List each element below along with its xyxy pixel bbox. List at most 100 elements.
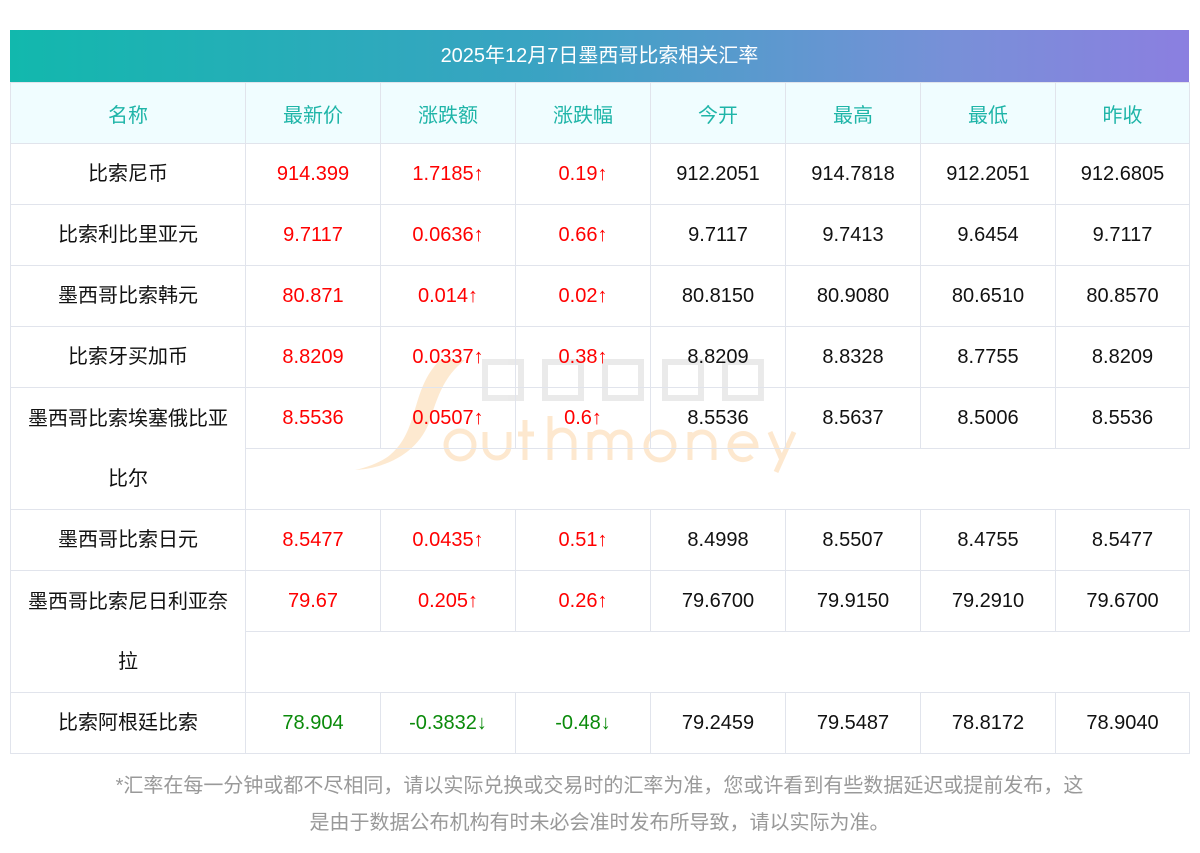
pct-cell: 0.6↑ — [515, 387, 651, 449]
currency-name-line: 墨西哥比索埃塞俄比亚 — [28, 407, 228, 430]
table-header-row: 名称 最新价 涨跌额 涨跌幅 今开 最高 最低 昨收 — [10, 82, 1190, 144]
table-row: 墨西哥比索尼日利亚奈拉 79.67 0.205↑ 0.26↑ 79.6700 79.915… — [10, 570, 1190, 693]
change-cell: -0.3832↓ — [380, 692, 516, 754]
currency-name: 比索尼币 — [10, 143, 246, 205]
high-cell: 8.5507 — [785, 509, 921, 571]
column-header: 最新价 — [245, 82, 381, 144]
disclaimer-line-1: *汇率在每一分钟或都不尽相同，请以实际兑换或交易时的汇率为准，您或许看到有些数据… — [115, 775, 1084, 797]
prev-cell: 8.5536 — [1055, 387, 1190, 449]
disclaimer: *汇率在每一分钟或都不尽相同，请以实际兑换或交易时的汇率为准，您或许看到有些数据… — [10, 768, 1189, 842]
pct-cell: 0.26↑ — [515, 570, 651, 632]
rate-table: 名称 最新价 涨跌额 涨跌幅 今开 最高 最低 昨收 比索尼币 914.399 1.7185↑ 0.… — [10, 82, 1190, 754]
currency-name: 墨西哥比索日元 — [10, 509, 246, 571]
change-cell: 0.0636↑ — [380, 204, 516, 266]
currency-name-line: 比索阿根廷比索 — [58, 712, 198, 734]
low-cell: 9.6454 — [920, 204, 1056, 266]
low-cell: 79.2910 — [920, 570, 1056, 632]
open-cell: 8.4998 — [650, 509, 786, 571]
disclaimer-line-2: 是由于数据公布机构有时未必会准时发布所导致，请以实际为准。 — [309, 812, 890, 834]
pct-cell: 0.38↑ — [515, 326, 651, 388]
high-cell: 914.7818 — [785, 143, 921, 205]
change-cell: 1.7185↑ — [380, 143, 516, 205]
empty-cell — [245, 448, 1190, 510]
rate-table-container: 2025年12月7日墨西哥比索相关汇率 名称 最新价 涨跌额 涨跌幅 今开 最高 最低 昨收 … — [10, 30, 1190, 754]
open-cell: 79.2459 — [650, 692, 786, 754]
prev-cell: 79.6700 — [1055, 570, 1190, 632]
change-cell: 0.0507↑ — [380, 387, 516, 449]
prev-cell: 78.9040 — [1055, 692, 1190, 754]
high-cell: 79.9150 — [785, 570, 921, 632]
column-header: 涨跌额 — [380, 82, 516, 144]
latest-cell: 79.67 — [245, 570, 381, 632]
currency-name-line: 比索尼币 — [88, 163, 168, 185]
open-cell: 8.5536 — [650, 387, 786, 449]
currency-name: 墨西哥比索尼日利亚奈拉 — [10, 570, 246, 693]
pct-cell: -0.48↓ — [515, 692, 651, 754]
currency-name: 墨西哥比索埃塞俄比亚 比尔 — [10, 387, 246, 510]
open-cell: 912.2051 — [650, 143, 786, 205]
currency-name: 比索利比里亚元 — [10, 204, 246, 266]
table-row: 墨西哥比索日元 8.5477 0.0435↑ 0.51↑ 8.4998 8.5507 8.4… — [10, 509, 1190, 571]
prev-cell: 8.5477 — [1055, 509, 1190, 571]
high-cell: 9.7413 — [785, 204, 921, 266]
low-cell: 912.2051 — [920, 143, 1056, 205]
currency-name-line: 墨西哥比索尼日利亚奈 — [28, 590, 228, 613]
currency-name-line: 墨西哥比索日元 — [58, 529, 198, 551]
currency-name-line: 拉 — [118, 650, 138, 673]
pct-cell: 0.02↑ — [515, 265, 651, 327]
table-row: 比索利比里亚元 9.7117 0.0636↑ 0.66↑ 9.7117 9.7413 9.6… — [10, 204, 1190, 266]
change-cell: 0.0337↑ — [380, 326, 516, 388]
table-row: 比索牙买加币 8.8209 0.0337↑ 0.38↑ 8.8209 8.8328 8.77… — [10, 326, 1190, 388]
high-cell: 8.5637 — [785, 387, 921, 449]
prev-cell: 912.6805 — [1055, 143, 1190, 205]
pct-cell: 0.66↑ — [515, 204, 651, 266]
currency-name-line: 比索利比里亚元 — [58, 224, 198, 246]
currency-name-line: 比尔 — [108, 467, 148, 490]
low-cell: 80.6510 — [920, 265, 1056, 327]
low-cell: 8.4755 — [920, 509, 1056, 571]
change-cell: 0.014↑ — [380, 265, 516, 327]
open-cell: 8.8209 — [650, 326, 786, 388]
open-cell: 9.7117 — [650, 204, 786, 266]
table-row-continuation — [11, 631, 1190, 693]
latest-cell: 914.399 — [245, 143, 381, 205]
column-header: 涨跌幅 — [515, 82, 651, 144]
high-cell: 79.5487 — [785, 692, 921, 754]
pct-cell: 0.19↑ — [515, 143, 651, 205]
table-row: 比索阿根廷比索 78.904 -0.3832↓ -0.48↓ 79.2459 79.548… — [10, 692, 1190, 754]
prev-cell: 80.8570 — [1055, 265, 1190, 327]
open-cell: 79.6700 — [650, 570, 786, 632]
table-title: 2025年12月7日墨西哥比索相关汇率 — [10, 30, 1189, 82]
prev-cell: 9.7117 — [1055, 204, 1190, 266]
latest-cell: 78.904 — [245, 692, 381, 754]
currency-name: 墨西哥比索韩元 — [10, 265, 246, 327]
column-header: 最低 — [920, 82, 1056, 144]
latest-cell: 8.8209 — [245, 326, 381, 388]
low-cell: 8.7755 — [920, 326, 1056, 388]
currency-name: 比索阿根廷比索 — [10, 692, 246, 754]
low-cell: 78.8172 — [920, 692, 1056, 754]
column-header: 今开 — [650, 82, 786, 144]
pct-cell: 0.51↑ — [515, 509, 651, 571]
latest-cell: 8.5536 — [245, 387, 381, 449]
column-header: 昨收 — [1055, 82, 1190, 144]
table-row: 比索尼币 914.399 1.7185↑ 0.19↑ 912.2051 914.7818 9… — [10, 143, 1190, 205]
currency-name-line: 墨西哥比索韩元 — [58, 285, 198, 307]
table-row: 墨西哥比索埃塞俄比亚 比尔 8.5536 0.0507↑ 0.6↑ 8.5536 8.563… — [10, 387, 1190, 510]
currency-name: 比索牙买加币 — [10, 326, 246, 388]
latest-cell: 8.5477 — [245, 509, 381, 571]
latest-cell: 80.871 — [245, 265, 381, 327]
change-cell: 0.0435↑ — [380, 509, 516, 571]
currency-name-line: 比索牙买加币 — [68, 346, 188, 368]
table-row: 墨西哥比索韩元 80.871 0.014↑ 0.02↑ 80.8150 80.9080 80… — [10, 265, 1190, 327]
high-cell: 80.9080 — [785, 265, 921, 327]
change-cell: 0.205↑ — [380, 570, 516, 632]
empty-cell — [245, 631, 1190, 693]
column-header: 最高 — [785, 82, 921, 144]
low-cell: 8.5006 — [920, 387, 1056, 449]
prev-cell: 8.8209 — [1055, 326, 1190, 388]
open-cell: 80.8150 — [650, 265, 786, 327]
column-header: 名称 — [10, 82, 246, 144]
latest-cell: 9.7117 — [245, 204, 381, 266]
high-cell: 8.8328 — [785, 326, 921, 388]
